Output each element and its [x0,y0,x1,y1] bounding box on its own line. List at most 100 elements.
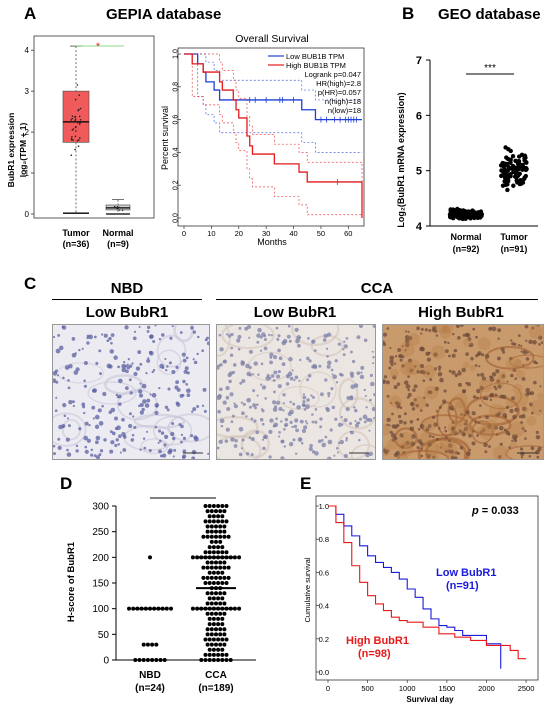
hscore-dot-cca [201,575,206,580]
ihc-nucleus [397,414,402,419]
ihc-nucleus [272,379,276,382]
ihc-nucleus [233,444,238,448]
hscore-dot-cca [222,642,227,647]
ihc-nucleus [124,325,129,330]
ihc-nucleus [364,394,367,398]
hscore-dot-cca [216,622,221,627]
km-high-ci-upper [184,53,363,199]
hscore-dot-cca [207,504,212,508]
ihc-nucleus [444,349,449,354]
ihc-nucleus [398,353,403,358]
ihc-nucleus [386,327,390,330]
ihc-nucleus [248,405,252,409]
ihc-gland [468,414,512,436]
hscore-dot-cca [216,545,221,550]
box-frame [33,35,155,219]
hscore-dot-cca [209,565,214,570]
hscore-dot-cca [218,591,223,596]
box-ytick-label: 1 [25,169,30,178]
ihc-nucleus [453,431,458,436]
ihc-nucleus [292,438,296,442]
e-curve-high [328,505,527,660]
ihc-nucleus [497,337,500,340]
gepia-km-plot: Overall Survival Percent survival Months… [160,33,365,247]
ihc-nucleus [175,365,179,370]
ihc-nucleus [139,382,142,385]
e-ytick-label: 0.0 [319,668,329,677]
ihc-nucleus [434,386,439,392]
ihc-nucleus [169,336,173,340]
ihc-nucleus [419,423,425,429]
geo-label-tumor: Tumor [500,232,528,242]
ihc-nucleus [295,338,300,344]
ihc-nucleus [517,334,521,338]
ihc-nucleus [538,343,541,346]
ihc-nucleus [90,448,94,452]
ihc-nucleus [334,359,338,363]
geo-ylabel: Log₂(BubR1 mRNA expression) [396,92,406,227]
ihc-nucleus [474,364,478,367]
ihc-nucleus [389,346,392,350]
ihc-nucleus [465,410,470,415]
ihc-nucleus [275,417,278,421]
geo-axes: 4 5 6 7 [416,55,538,233]
panel-letter-d: D [60,474,73,493]
hscore-dot-cca [216,570,221,575]
hscore-dot-cca [220,570,225,575]
km-stat-logrank: Logrank p=0.047 [304,70,361,79]
ihc-image-cca-high [382,324,544,460]
e-ytick-label: 0.4 [319,602,329,611]
hscore-dot-cca [237,606,242,611]
ihc-nucleus [278,356,283,361]
ihc-nucleus [227,334,232,338]
ihc-nucleus [186,388,191,394]
ihc-nucleus [337,422,343,427]
ihc-nucleus [476,434,480,437]
ihc-nucleus [385,451,388,455]
geo-title: GEO database [438,6,541,23]
ihc-nucleus [121,417,125,422]
ihc-nucleus [289,409,294,415]
geo-dot [523,173,529,179]
ihc-nucleus [324,435,328,439]
panel-letter-a: A [24,4,37,23]
ihc-nucleus [84,449,89,454]
ihc-stain-patch [439,327,452,339]
ihc-nucleus [404,349,407,352]
box-dot [74,115,77,118]
ihc-nucleus [115,393,119,397]
hscore-dot-nbd [154,658,159,662]
ihc-nucleus [233,404,238,409]
hscore-dot-cca [218,524,223,529]
km-ytick-label: 0.8 [173,82,180,92]
ihc-stain-patch [398,452,408,459]
box-dot [74,119,76,122]
hscore-dot-cca [205,560,210,565]
ihc-nucleus [289,420,293,424]
ihc-nucleus [75,449,79,453]
ihc-nucleus [137,389,143,394]
ihc-nucleus [465,419,468,423]
ihc-nucleus [300,441,304,445]
ihc-nucleus [525,339,528,342]
ihc-nucleus [331,405,336,410]
ihc-nucleus [329,428,333,432]
geo-dot [459,208,464,214]
ihc-stain-patch [424,442,440,457]
ihc-nucleus [97,408,102,413]
ihc-nucleus [439,377,444,383]
ihc-nucleus [444,436,449,440]
ihc-nucleus [455,325,460,329]
ihc-nucleus [501,374,506,379]
ihc-nucleus [478,404,482,408]
ihc-nucleus [94,424,100,429]
ihc-nucleus [513,438,518,443]
ihc-nucleus [162,453,167,458]
ihc-nucleus [122,360,126,364]
hscore-dot-cca [209,642,214,647]
ihc-nucleus [276,374,281,379]
ihc-stain-patch [479,424,495,441]
ihc-nucleus [525,357,530,361]
ihc-stain-patch [469,364,476,372]
ihc-nucleus [540,341,543,345]
